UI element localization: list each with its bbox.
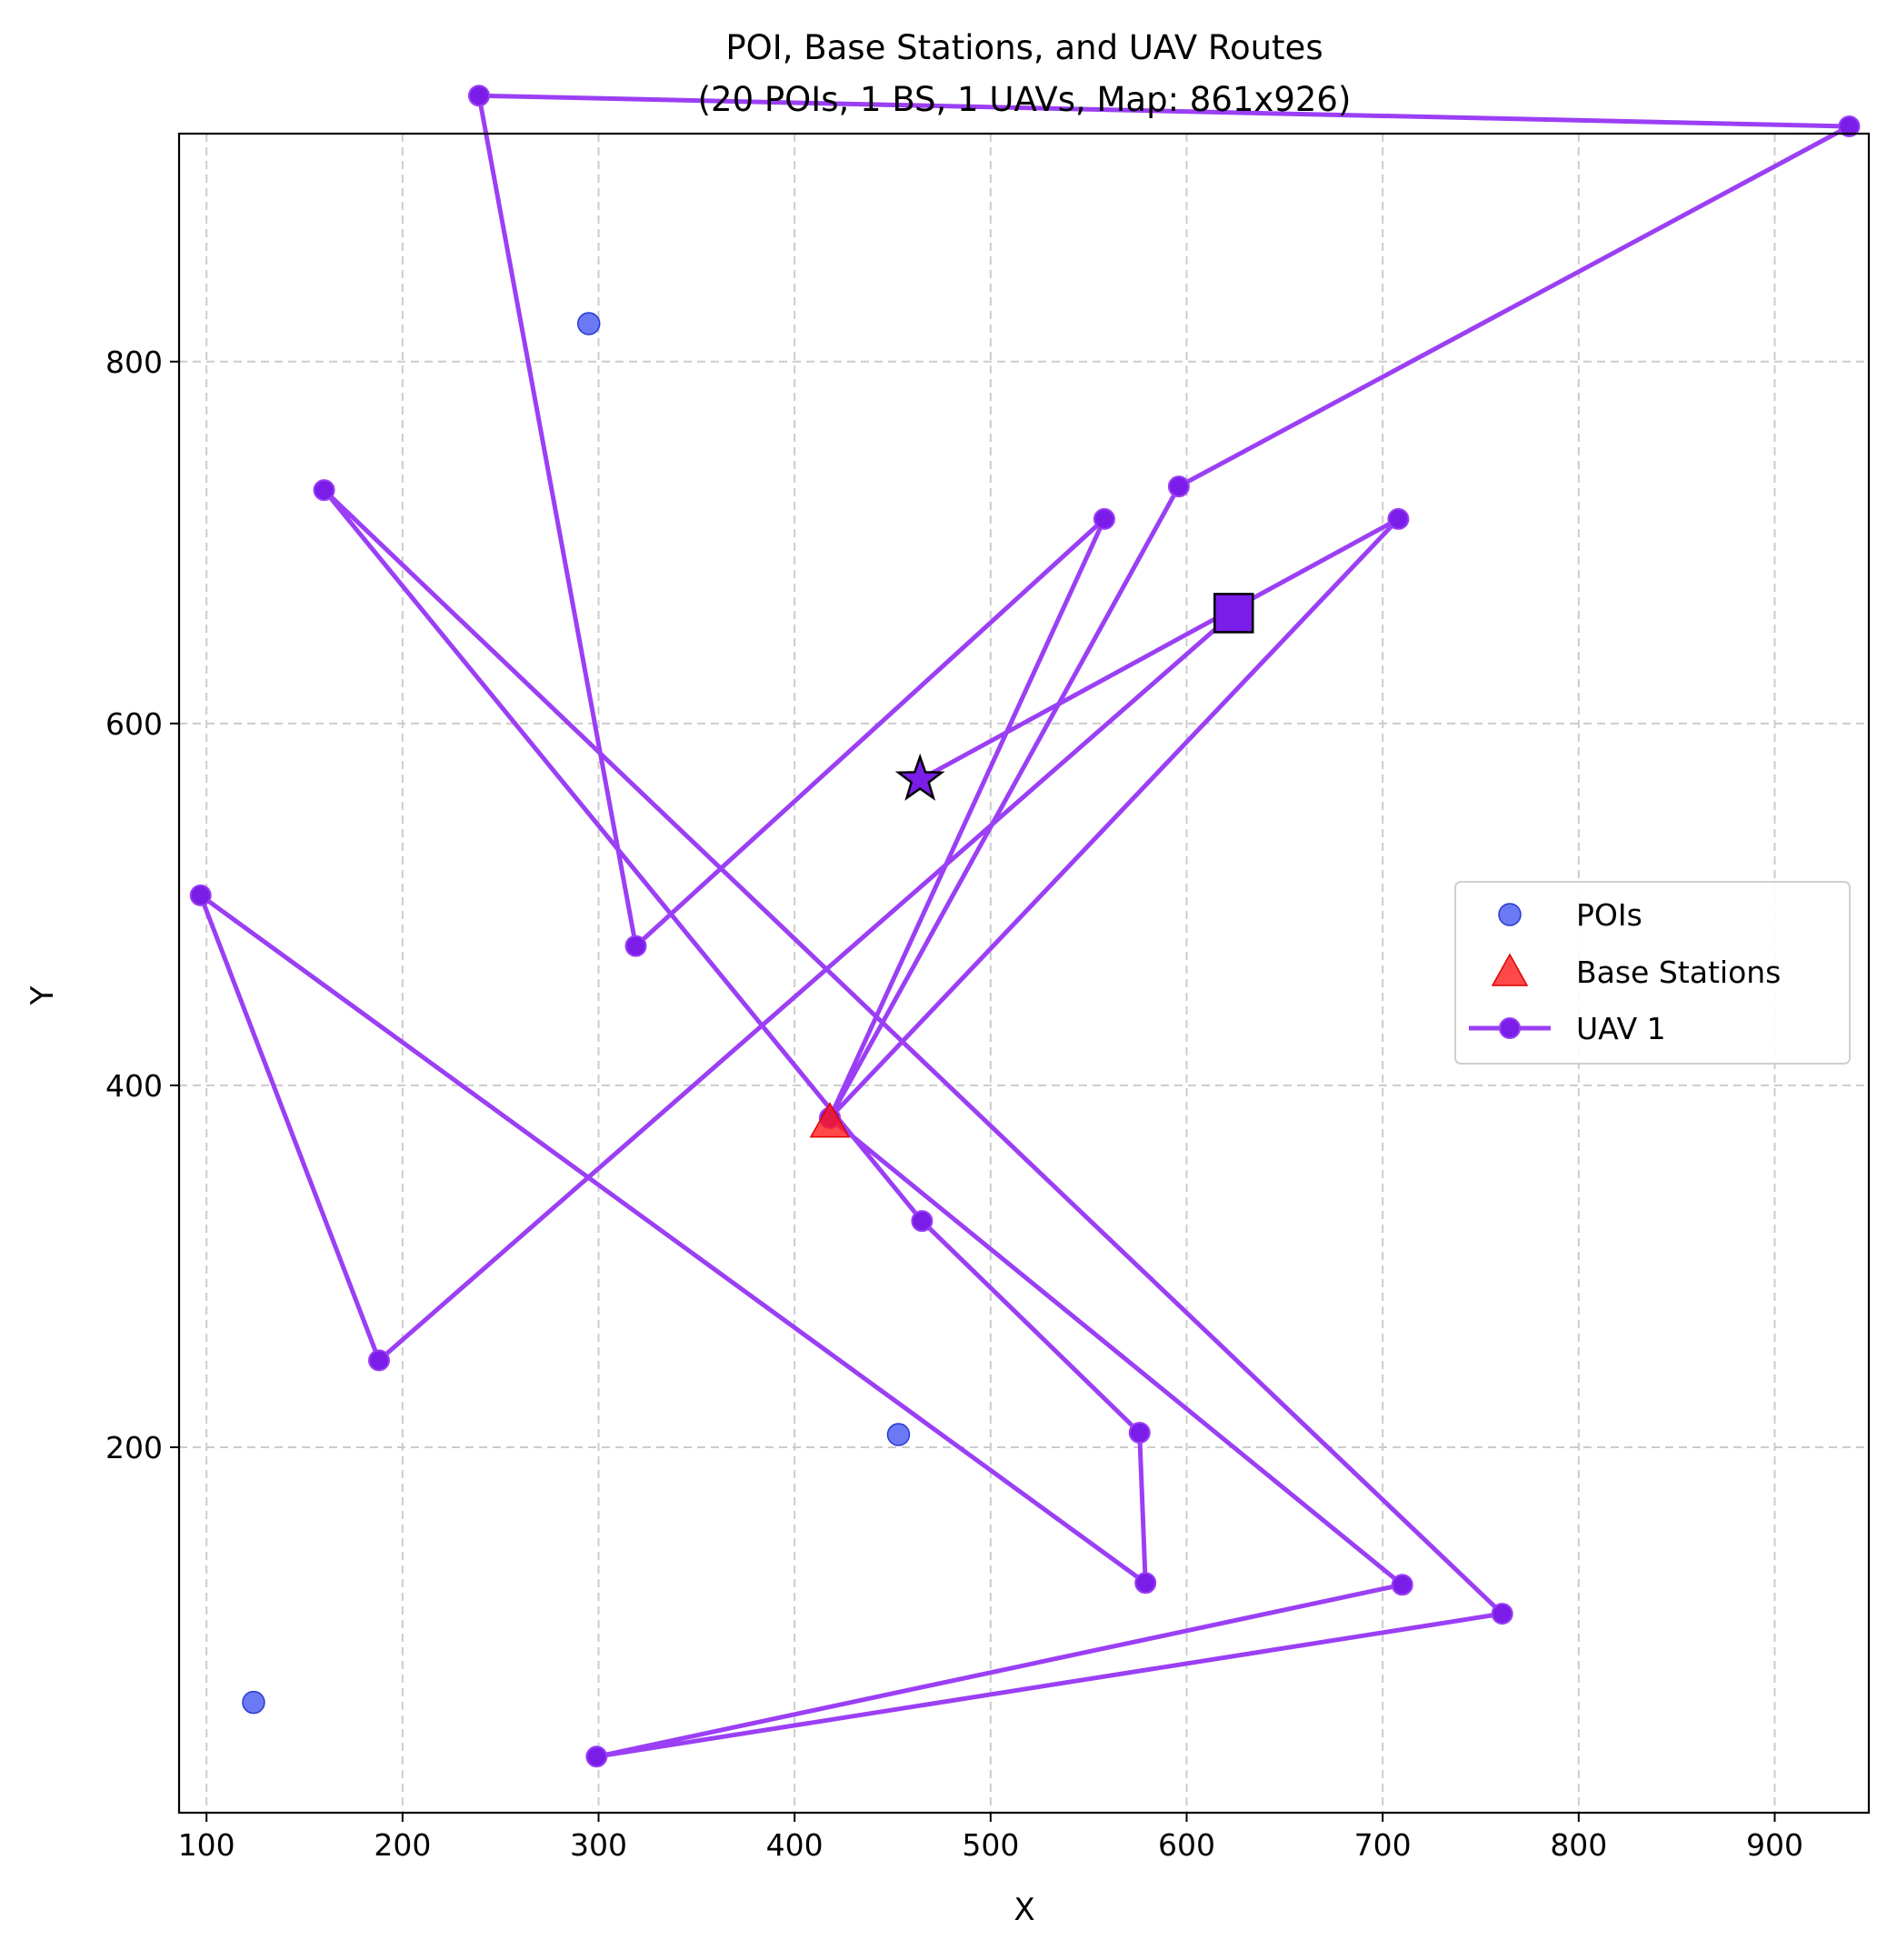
route-start-star <box>894 753 945 801</box>
x-tick-label: 200 <box>374 1827 431 1863</box>
uav-waypoint <box>313 479 335 502</box>
legend-uav-marker <box>1499 1017 1521 1039</box>
x-tick-label: 900 <box>1746 1827 1803 1863</box>
y-tick-label: 800 <box>105 345 163 380</box>
chart-subtitle: (20 POIs, 1 BS, 1 UAVs, Map: 861x926) <box>698 80 1352 119</box>
route-end-square <box>1213 593 1254 634</box>
chart-title: POI, Base Stations, and UAV Routes <box>725 28 1323 67</box>
base-station-points <box>809 1102 851 1138</box>
x-tick-label: 400 <box>766 1827 824 1863</box>
uav-waypoint <box>911 1210 934 1233</box>
x-tick-label: 700 <box>1354 1827 1412 1863</box>
y-axis-label: Y <box>25 985 61 1005</box>
y-axis-ticks: 200 400 600 800 <box>105 345 179 1465</box>
uav-waypoint <box>1128 1422 1151 1445</box>
x-tick-label: 100 <box>178 1827 235 1863</box>
y-tick-label: 200 <box>105 1430 163 1465</box>
legend-poi-label: POIs <box>1576 897 1642 933</box>
legend: POIs Base Stations UAV 1 <box>1454 881 1851 1065</box>
uav-waypoint <box>624 935 647 957</box>
legend-base-station-marker <box>1491 953 1529 986</box>
x-axis-label: X <box>1013 1892 1034 1928</box>
uav-waypoint <box>1491 1603 1513 1625</box>
uav-waypoint <box>1093 507 1115 530</box>
legend-base-station-label: Base Stations <box>1576 955 1781 990</box>
poi-point <box>576 312 601 335</box>
x-tick-label: 500 <box>962 1827 1019 1863</box>
x-axis-ticks: 100 200 300 400 500 600 700 800 900 <box>178 1813 1803 1863</box>
poi-point <box>242 1690 265 1715</box>
x-tick-label: 600 <box>1158 1827 1215 1863</box>
uav-waypoint <box>1134 1572 1157 1595</box>
uav-waypoint <box>367 1349 390 1372</box>
legend-poi-marker <box>1498 903 1522 926</box>
poi-points <box>242 312 911 1715</box>
poi-point <box>886 1423 911 1446</box>
uav-waypoint <box>585 1745 608 1768</box>
x-tick-label: 800 <box>1550 1827 1607 1863</box>
x-tick-label: 300 <box>570 1827 627 1863</box>
uav-waypoint <box>1167 475 1190 498</box>
uav-waypoint <box>1387 507 1410 530</box>
legend-box <box>1454 881 1851 1065</box>
y-tick-label: 600 <box>105 706 163 742</box>
y-tick-label: 400 <box>105 1068 163 1104</box>
uav-waypoint <box>1391 1574 1413 1596</box>
base-station-marker <box>809 1102 851 1138</box>
legend-uav-label: UAV 1 <box>1576 1011 1666 1046</box>
uav-waypoint <box>189 884 212 906</box>
plot-frame <box>177 132 1871 1815</box>
grid-horizontal-lines <box>179 360 1869 1448</box>
uav-waypoint <box>1838 115 1861 138</box>
route-endpoints <box>894 593 1254 801</box>
uav-waypoint <box>467 85 490 107</box>
